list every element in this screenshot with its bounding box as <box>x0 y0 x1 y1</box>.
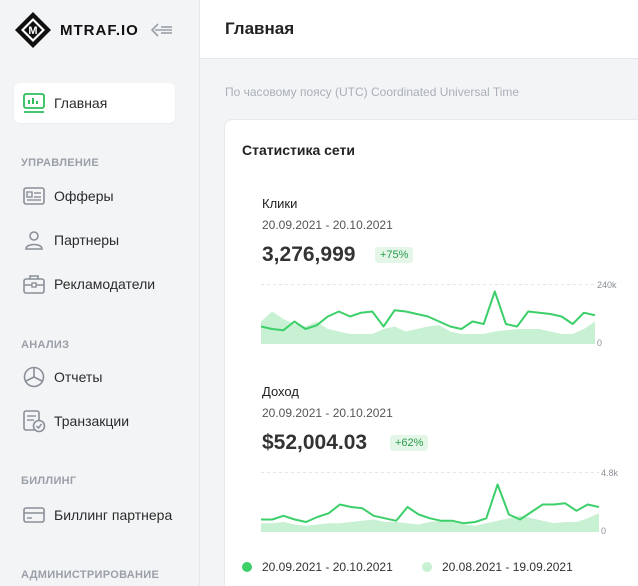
clicks-axis-min: 0 <box>597 338 603 348</box>
sidebar-item-label: Партнеры <box>54 232 120 248</box>
sidebar-item-label: Транзакции <box>54 413 130 429</box>
section-label-billing: БИЛЛИНГ <box>21 475 77 487</box>
legend-current-period[interactable]: 20.09.2021 - 20.10.2021 <box>242 560 393 574</box>
section-label-analysis: АНАЛИЗ <box>21 339 70 351</box>
credit-card-icon <box>22 503 46 527</box>
network-stats-card: Статистика сети Клики 20.09.2021 - 20.10… <box>224 119 638 586</box>
user-icon <box>22 228 46 252</box>
sidebar-item-label: Отчеты <box>54 369 103 385</box>
clicks-label: Клики <box>262 196 298 211</box>
sidebar-item-advertisers[interactable]: Рекламодатели <box>14 264 175 304</box>
briefcase-icon <box>22 272 46 296</box>
sidebar-item-label: Главная <box>54 95 108 111</box>
timezone-note: По часовому поясу (UTC) Coordinated Univ… <box>225 85 520 99</box>
previous-period-area <box>261 311 595 344</box>
previous-period-area <box>261 513 599 532</box>
clicks-value: 3,276,999 <box>262 243 356 266</box>
sidebar-item-partners[interactable]: Партнеры <box>14 220 175 260</box>
offer-card-icon <box>22 184 46 208</box>
clicks-axis-max: 240k <box>597 280 617 290</box>
legend-previous-label: 20.08.2021 - 19.09.2021 <box>442 560 573 574</box>
top-header: Главная <box>200 0 638 59</box>
revenue-chart <box>261 472 599 532</box>
sidebar-item-label: Биллинг партнера <box>54 507 173 523</box>
revenue-date-range: 20.09.2021 - 20.10.2021 <box>262 406 393 420</box>
brand-name: MTRAF.IO <box>60 21 139 39</box>
legend-current-label: 20.09.2021 - 20.10.2021 <box>262 560 393 574</box>
pie-chart-icon <box>22 365 46 389</box>
svg-text:M: M <box>28 25 37 37</box>
revenue-label: Доход <box>262 384 299 399</box>
sidebar-item-label: Рекламодатели <box>54 276 156 292</box>
section-label-administration: АДМИНИСТРИРОВАНИЕ <box>21 569 160 581</box>
legend-previous-dot <box>422 562 432 572</box>
page-title: Главная <box>225 19 295 38</box>
collapse-arrow-icon <box>151 23 172 37</box>
sidebar-item-offers[interactable]: Офферы <box>14 176 175 216</box>
transactions-icon <box>22 409 46 433</box>
sidebar-item-transactions[interactable]: Транзакции <box>14 401 175 441</box>
legend-current-dot <box>242 562 252 572</box>
logo-mark-icon: M <box>15 12 51 48</box>
sidebar-item-label: Офферы <box>54 188 114 204</box>
sidebar: M MTRAF.IO Главная УПРАВЛЕНИЕ <box>0 0 200 586</box>
legend-previous-period[interactable]: 20.08.2021 - 19.09.2021 <box>422 560 573 574</box>
brand-logo[interactable]: M MTRAF.IO <box>14 10 186 50</box>
current-period-line <box>261 483 599 525</box>
revenue-value: $52,004.03 <box>262 431 368 454</box>
sidebar-collapse-button[interactable] <box>150 18 174 42</box>
revenue-axis-min: 0 <box>601 526 607 536</box>
clicks-delta-badge: +75% <box>375 247 414 263</box>
clicks-chart <box>261 284 595 344</box>
revenue-delta-badge: +62% <box>390 435 429 451</box>
clicks-date-range: 20.09.2021 - 20.10.2021 <box>262 218 393 232</box>
card-title: Статистика сети <box>242 142 355 158</box>
dashboard-icon <box>22 91 46 115</box>
revenue-axis-max: 4.8k <box>601 468 619 478</box>
section-label-management: УПРАВЛЕНИЕ <box>21 157 99 169</box>
sidebar-item-reports[interactable]: Отчеты <box>14 357 175 397</box>
sidebar-item-home[interactable]: Главная <box>14 83 175 123</box>
sidebar-item-partner-billing[interactable]: Биллинг партнера <box>14 495 175 535</box>
current-period-line <box>261 290 595 332</box>
